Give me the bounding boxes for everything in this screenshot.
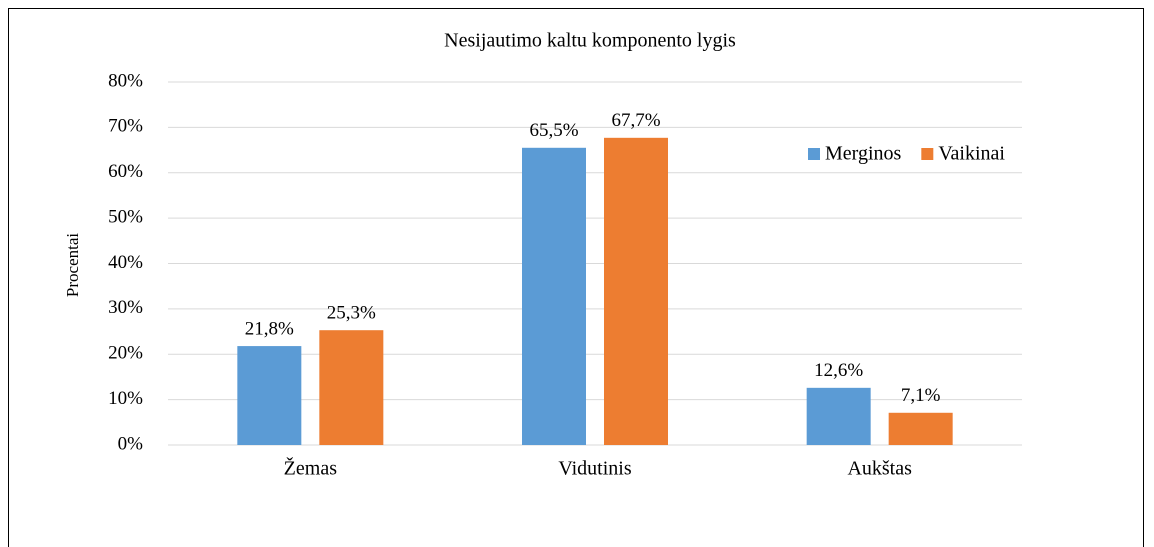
bar xyxy=(806,387,871,445)
x-tick-label: Vidutinis xyxy=(558,458,631,480)
y-tick-label: 80% xyxy=(108,70,143,91)
y-tick-label: 60% xyxy=(108,161,143,182)
x-tick-label: Aukštas xyxy=(847,458,912,480)
data-label: 7,1% xyxy=(901,385,941,406)
bar xyxy=(522,147,586,445)
bar xyxy=(604,137,668,445)
y-tick-label: 70% xyxy=(108,116,143,137)
legend-swatch xyxy=(808,148,820,160)
legend-label: Vaikinai xyxy=(938,143,1005,165)
data-label: 67,7% xyxy=(611,110,660,131)
legend-swatch xyxy=(921,148,934,160)
x-tick-label: Žemas xyxy=(284,457,338,480)
bar xyxy=(319,330,384,445)
data-label: 65,5% xyxy=(529,120,578,141)
legend-label: Merginos xyxy=(825,143,902,165)
y-tick-label: 50% xyxy=(108,206,143,227)
y-tick-label: 30% xyxy=(108,297,143,318)
chart-border xyxy=(8,8,1144,547)
y-tick-label: 20% xyxy=(108,343,143,364)
y-tick-label: 10% xyxy=(108,388,143,409)
data-label: 25,3% xyxy=(327,303,376,324)
data-label: 21,8% xyxy=(245,318,294,339)
chart-title: Nesijautimo kaltu komponento lygis xyxy=(444,30,736,52)
bar xyxy=(237,346,302,445)
y-tick-label: 40% xyxy=(108,252,143,273)
data-label: 12,6% xyxy=(814,360,863,381)
y-tick-label: 0% xyxy=(118,433,144,454)
bar xyxy=(888,412,953,445)
y-axis-label: Procentai xyxy=(63,233,82,297)
